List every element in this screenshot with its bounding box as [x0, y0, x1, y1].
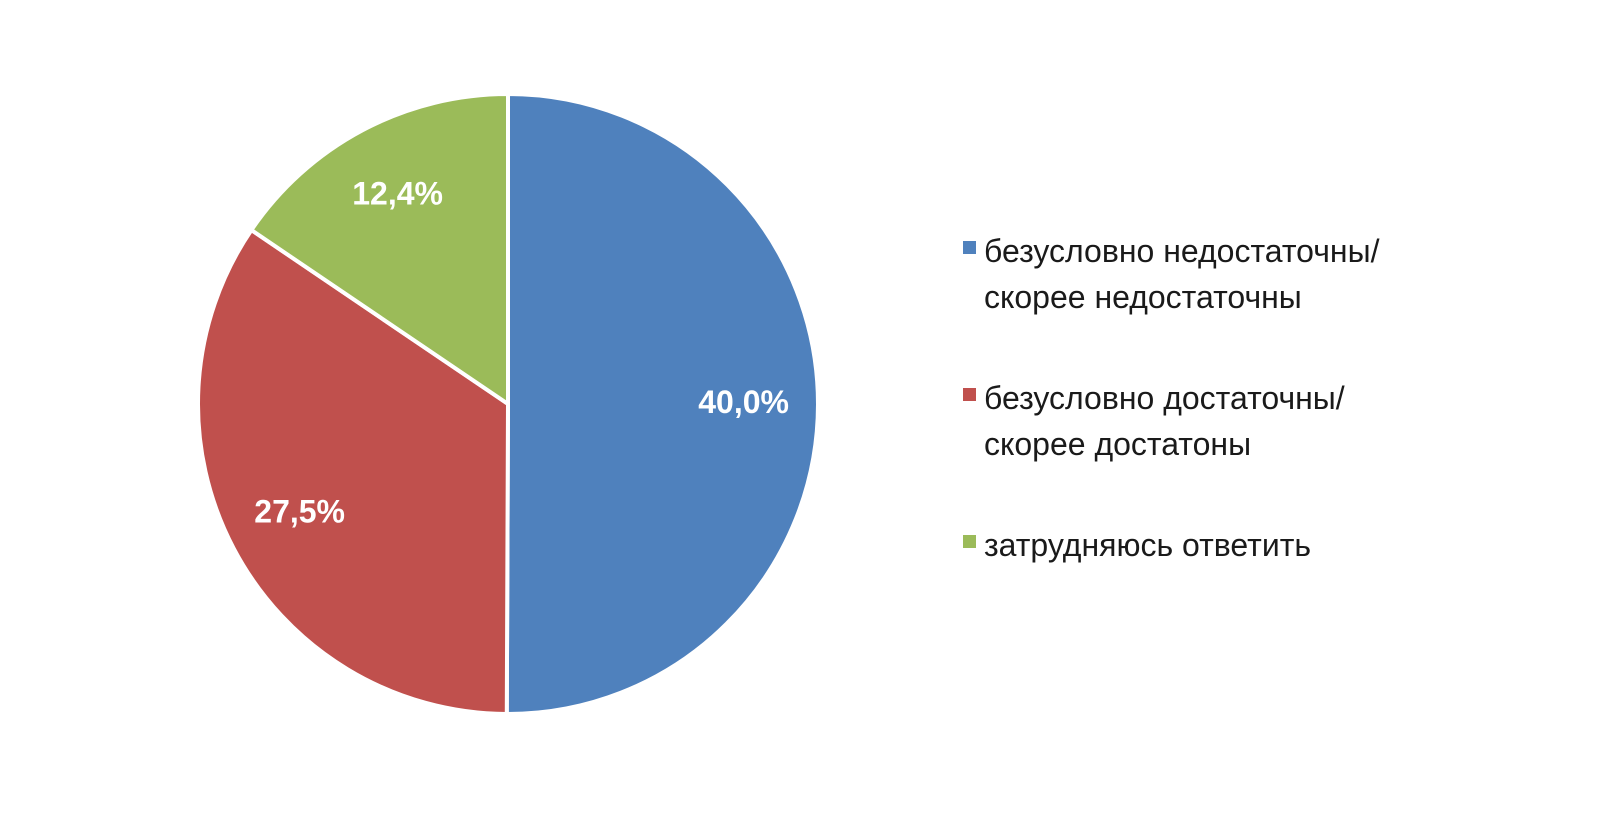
- legend-item: безусловно достаточны/ скорее достатоны: [963, 375, 1345, 467]
- legend-swatch: [963, 388, 976, 401]
- pie-slice: [248, 91, 510, 408]
- legend-label: безусловно достаточны/ скорее достатоны: [984, 380, 1345, 462]
- legend-label: безусловно недостаточны/ скорее недостат…: [984, 233, 1380, 315]
- pie-slice: [504, 91, 820, 716]
- data-label: 12,4%: [352, 175, 443, 211]
- pie-slice: [196, 227, 511, 717]
- legend-label: затрудняюсь ответить: [984, 527, 1312, 563]
- data-label: 40,0%: [698, 384, 789, 420]
- legend-item: затрудняюсь ответить: [963, 522, 1311, 568]
- legend-item: безусловно недостаточны/ скорее недостат…: [963, 228, 1379, 320]
- legend-swatch: [963, 535, 976, 548]
- legend-swatch: [963, 241, 976, 254]
- data-label: 27,5%: [254, 493, 345, 529]
